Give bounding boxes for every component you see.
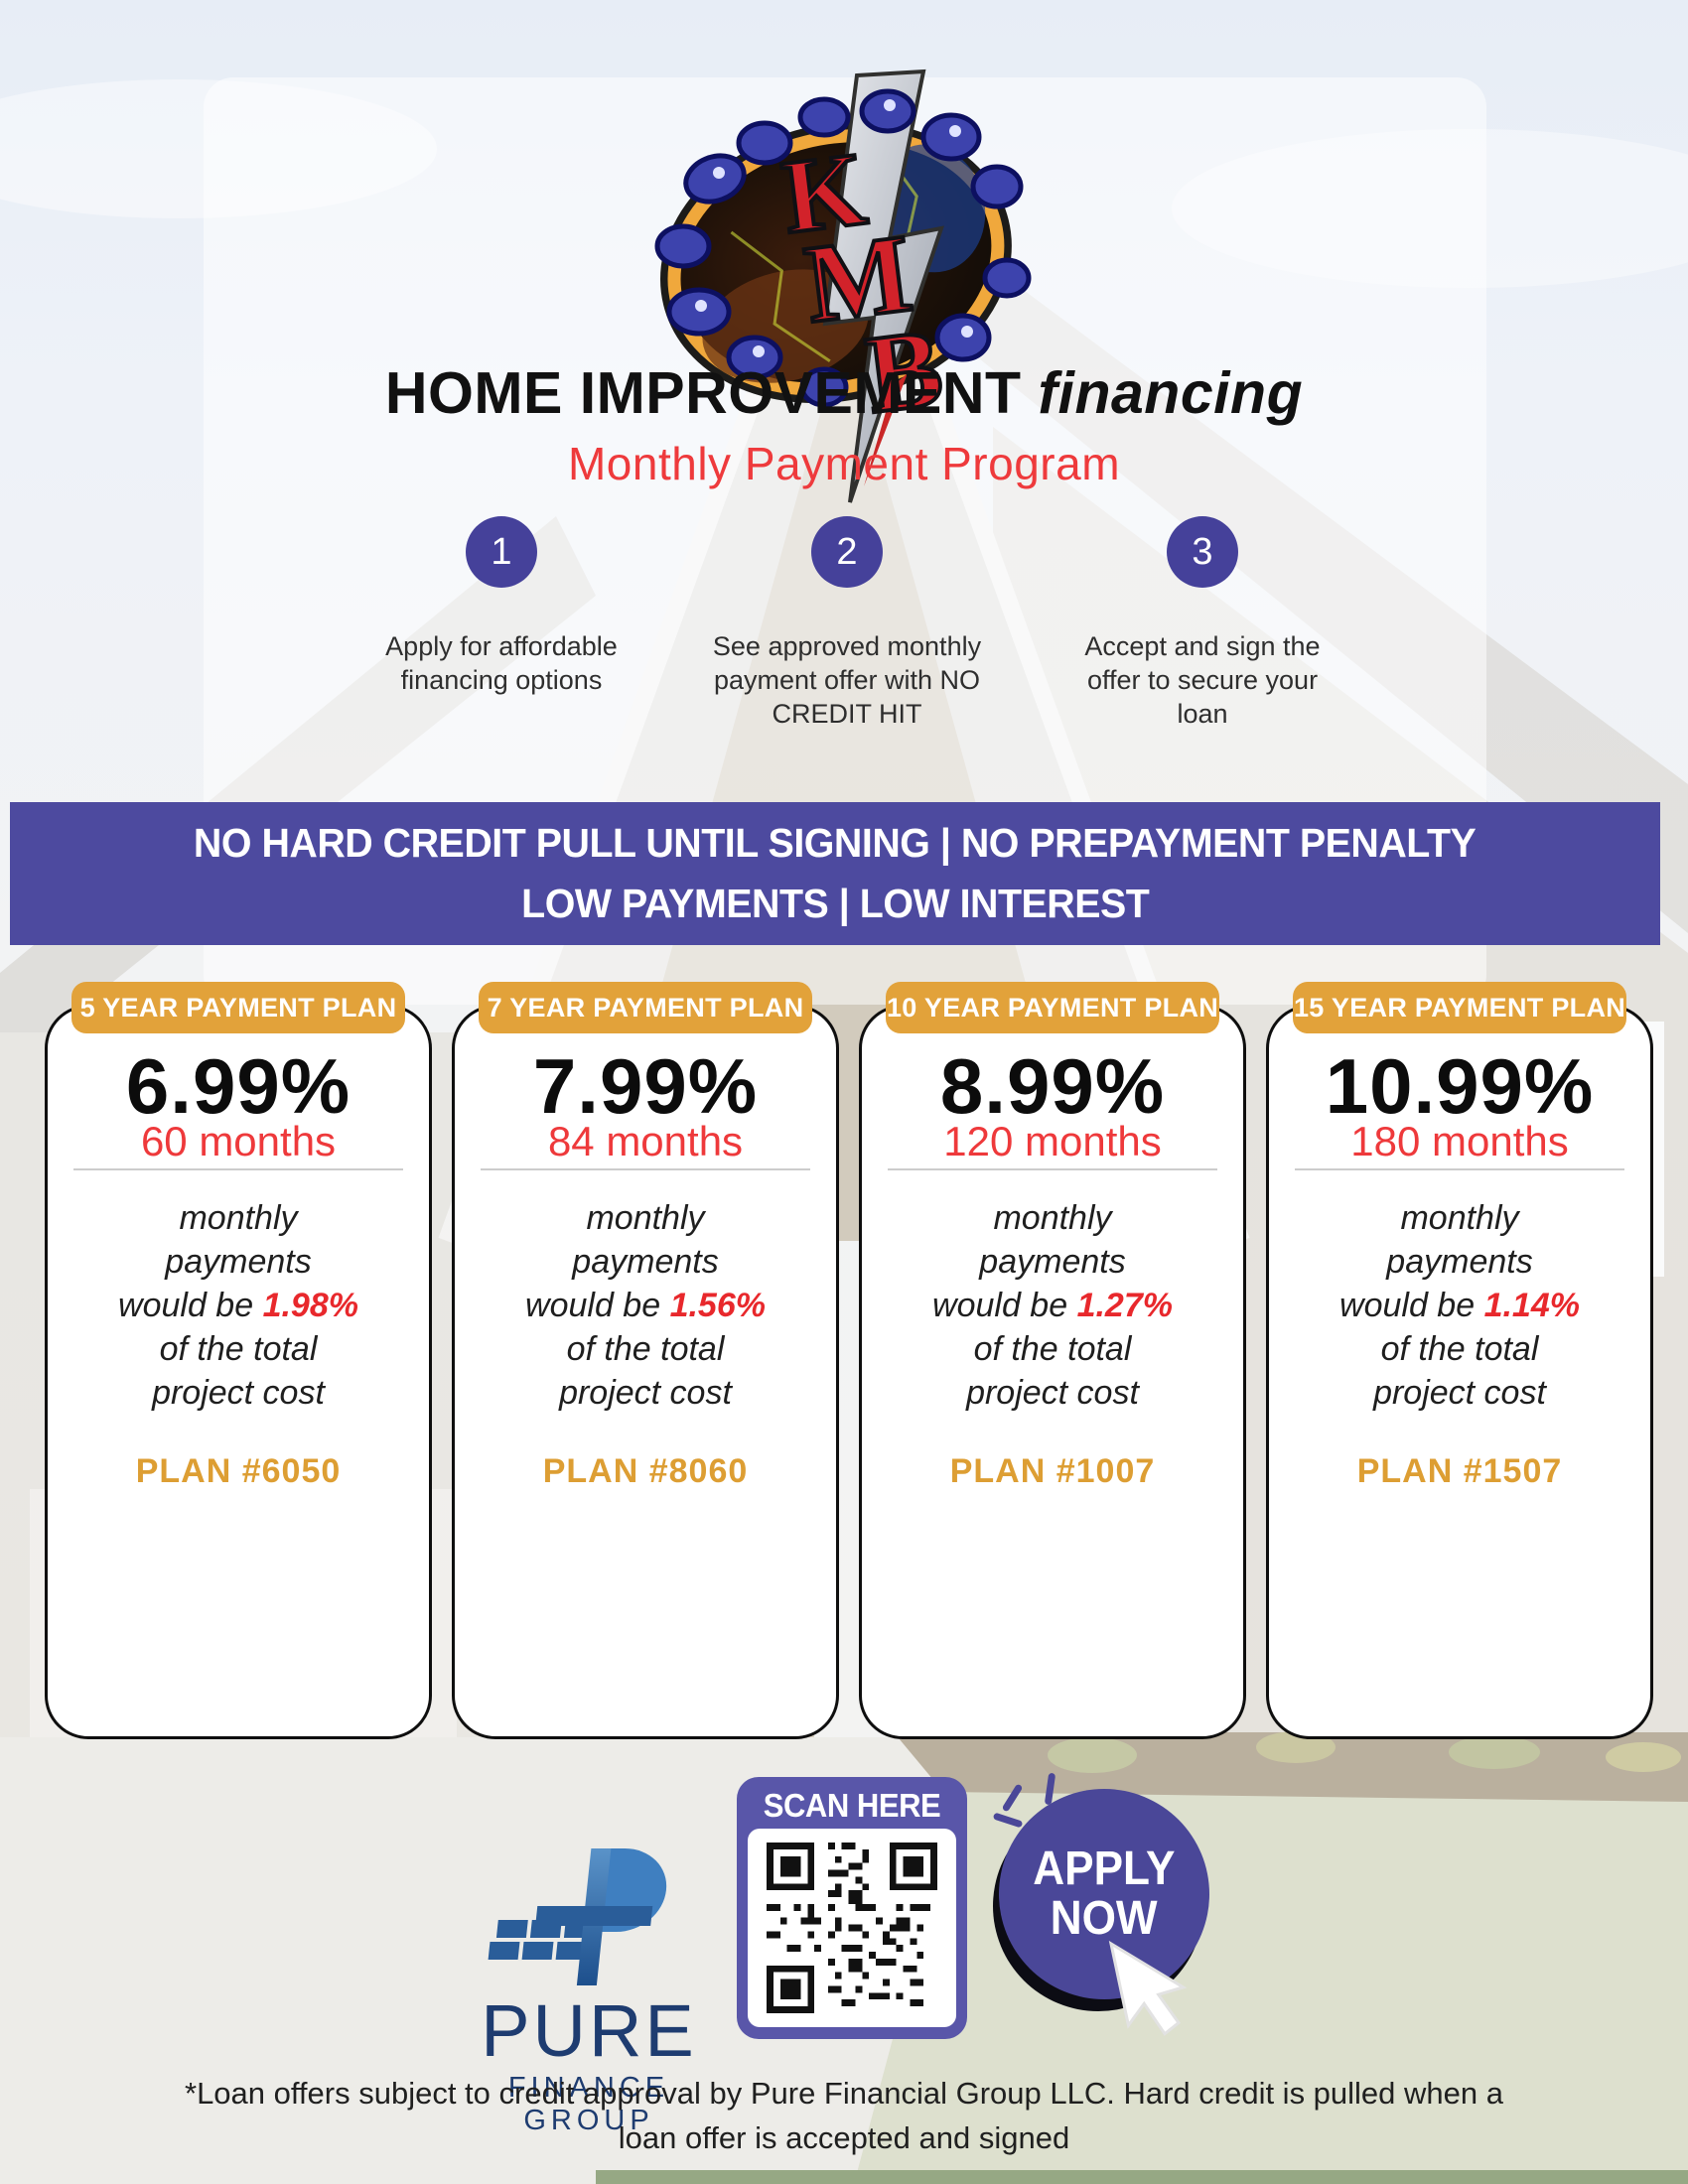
- step-3-text: Accept and sign the offer to secure your…: [1039, 629, 1366, 731]
- payment-line: monthly: [993, 1199, 1112, 1237]
- plan-term: 120 months: [943, 1118, 1162, 1164]
- pure-logo-mark: [488, 1848, 667, 1985]
- cursor-icon: [1108, 1940, 1188, 2036]
- step-3-number-badge: 3: [1167, 516, 1238, 588]
- plan-payment-description: monthly payments would be 1.56% of the t…: [469, 1196, 822, 1415]
- payment-line: of the total: [159, 1330, 318, 1368]
- payment-percent: 1.27%: [1076, 1287, 1173, 1324]
- payment-line: payments: [1386, 1243, 1533, 1281]
- pure-logo-subtext: FINANCE GROUP: [507, 2072, 670, 2136]
- kmb-letter-b: B: [860, 306, 948, 437]
- payment-line: project cost: [1373, 1374, 1546, 1412]
- plan-payment-description: monthly payments would be 1.98% of the t…: [62, 1196, 415, 1415]
- divider: [1295, 1168, 1624, 1170]
- qr-code-box[interactable]: [748, 1829, 956, 2027]
- step-2-text: See approved monthly payment offer with …: [683, 629, 1011, 731]
- payment-line: of the total: [566, 1330, 725, 1368]
- plan-badge: 5 YEAR PAYMENT PLAN: [71, 982, 405, 1033]
- plan-rate: 10.99%: [1325, 1042, 1595, 1130]
- payment-line: monthly: [1400, 1199, 1519, 1237]
- step-2-number-badge: 2: [811, 516, 883, 588]
- payment-line: would be 1.56%: [525, 1287, 766, 1324]
- payment-line: would be 1.27%: [932, 1287, 1173, 1324]
- payment-percent: 1.98%: [262, 1287, 358, 1324]
- payment-line: monthly: [179, 1199, 298, 1237]
- payment-line: project cost: [966, 1374, 1139, 1412]
- payment-line: project cost: [152, 1374, 325, 1412]
- divider: [888, 1168, 1217, 1170]
- plan-card-15-year: 15 YEAR PAYMENT PLAN 10.99% 180 months m…: [1266, 982, 1653, 1739]
- page-subtitle: Monthly Payment Program: [567, 438, 1121, 489]
- plan-badge: 10 YEAR PAYMENT PLAN: [886, 982, 1219, 1033]
- plan-rate: 8.99%: [939, 1042, 1166, 1130]
- benefits-banner: NO HARD CREDIT PULL UNTIL SIGNING | NO P…: [10, 802, 1660, 945]
- plan-card-10-year: 10 YEAR PAYMENT PLAN 8.99% 120 months mo…: [859, 982, 1246, 1739]
- payment-line: of the total: [973, 1330, 1132, 1368]
- plan-badge: 7 YEAR PAYMENT PLAN: [479, 982, 812, 1033]
- plan-rate: 7.99%: [532, 1042, 759, 1130]
- kmb-letter-m: M: [799, 211, 918, 346]
- plan-term: 84 months: [547, 1118, 744, 1164]
- apply-now-button[interactable]: APPLY NOW: [999, 1789, 1209, 1999]
- benefits-banner-line-2: LOW PAYMENTS | LOW INTEREST: [520, 881, 1150, 926]
- benefits-banner-line-1: NO HARD CREDIT PULL UNTIL SIGNING | NO P…: [194, 820, 1477, 866]
- plan-number: PLAN #6050: [135, 1452, 342, 1490]
- plan-rate: 6.99%: [125, 1042, 352, 1130]
- payment-percent: 1.14%: [1483, 1287, 1580, 1324]
- payment-line: payments: [979, 1243, 1126, 1281]
- disclaimer-text: *Loan offers subject to credit approval …: [70, 2071, 1618, 2160]
- title-italic: financing: [1038, 360, 1304, 426]
- title-main: HOME IMPROVEMENT: [384, 360, 1039, 426]
- step-3: 3 Accept and sign the offer to secure yo…: [1039, 516, 1366, 731]
- plan-number: PLAN #8060: [542, 1452, 749, 1490]
- kmb-letter-k: K: [776, 130, 872, 255]
- scan-here-panel[interactable]: SCAN HERE: [737, 1777, 967, 2039]
- step-2: 2 See approved monthly payment offer wit…: [683, 516, 1011, 731]
- divider: [73, 1168, 403, 1170]
- step-3-line: Accept and sign the: [1084, 631, 1321, 661]
- step-2-line: CREDIT HIT: [772, 699, 922, 729]
- disclaimer-line-2: loan offer is accepted and signed: [618, 2120, 1070, 2155]
- plan-card-7-year: 7 YEAR PAYMENT PLAN 7.99% 84 months mont…: [452, 982, 839, 1739]
- kmb-logo: K M B: [654, 68, 1032, 503]
- payment-line: would be 1.98%: [118, 1287, 358, 1324]
- plan-number: PLAN #1507: [1356, 1452, 1563, 1490]
- payment-line: payments: [165, 1243, 312, 1281]
- qr-code: [767, 1843, 937, 2013]
- payment-line: payments: [572, 1243, 719, 1281]
- pure-logo-text: PURE: [481, 1989, 697, 2072]
- step-2-line: payment offer with NO: [713, 665, 981, 695]
- step-1-number-badge: 1: [466, 516, 537, 588]
- step-3-line: offer to secure your: [1086, 665, 1319, 695]
- plan-badge: 15 YEAR PAYMENT PLAN: [1293, 982, 1626, 1033]
- splash-art: [654, 88, 1032, 408]
- plan-payment-description: monthly payments would be 1.27% of the t…: [876, 1196, 1229, 1415]
- apply-now-label-line1: APPLY: [1033, 1843, 1176, 1895]
- divider: [481, 1168, 810, 1170]
- payment-percent: 1.56%: [669, 1287, 766, 1324]
- payment-line: monthly: [586, 1199, 705, 1237]
- disclaimer-line-1: *Loan offers subject to credit approval …: [185, 2076, 1503, 2111]
- apply-now-label-line2: NOW: [1051, 1892, 1158, 1945]
- plan-card-5-year: 5 YEAR PAYMENT PLAN 6.99% 60 months mont…: [45, 982, 432, 1739]
- payment-line: project cost: [559, 1374, 732, 1412]
- scan-here-label: SCAN HERE: [763, 1787, 941, 1824]
- step-1-line: financing options: [400, 665, 603, 695]
- step-1-text: Apply for affordable financing options: [338, 629, 665, 697]
- step-1: 1 Apply for affordable financing options: [338, 516, 665, 697]
- pure-finance-group-logo: PURE FINANCE GROUP: [445, 1843, 733, 2137]
- step-1-line: Apply for affordable: [385, 631, 618, 661]
- plan-term: 60 months: [140, 1118, 337, 1164]
- plan-number: PLAN #1007: [949, 1452, 1156, 1490]
- payment-line: would be 1.14%: [1339, 1287, 1580, 1324]
- page-title: HOME IMPROVEMENT financing: [0, 359, 1688, 427]
- step-3-line: loan: [1177, 699, 1228, 729]
- step-2-line: See approved monthly: [712, 631, 982, 661]
- plan-payment-description: monthly payments would be 1.14% of the t…: [1283, 1196, 1636, 1415]
- plan-term: 180 months: [1350, 1118, 1569, 1164]
- payment-line: of the total: [1380, 1330, 1539, 1368]
